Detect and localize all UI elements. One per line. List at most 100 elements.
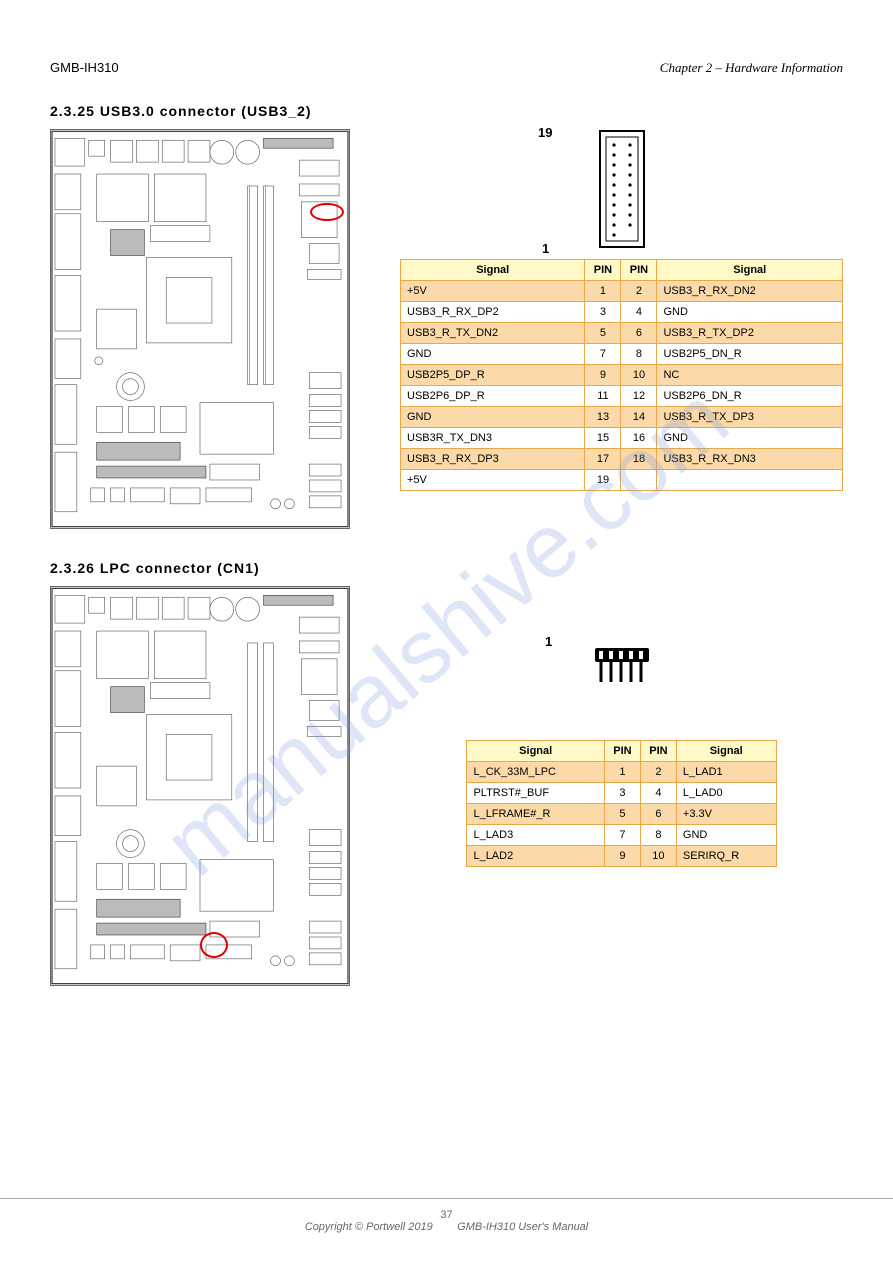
table-cell: L_LAD3 [467, 825, 604, 846]
section-title-lpc: 2.3.26 LPC connector (CN1) [50, 560, 843, 576]
section2-block: 1 SignalPINPINSignal L_CK_33M_LPC12L_LAD… [50, 586, 843, 989]
table-cell: 19 [585, 470, 621, 491]
table-cell: 13 [585, 407, 621, 428]
board-diagram-1 [50, 129, 370, 532]
table-cell: USB2P5_DN_R [657, 344, 843, 365]
col-header: PIN [604, 741, 640, 762]
table-row: GND1314USB3_R_TX_DP3 [401, 407, 843, 428]
table-row: +5V19 [401, 470, 843, 491]
table-cell: USB2P6_DN_R [657, 386, 843, 407]
table-cell: 11 [585, 386, 621, 407]
table-cell: USB3R_TX_DN3 [401, 428, 585, 449]
header-model: GMB-IH310 [50, 60, 119, 75]
col-header: PIN [621, 260, 657, 281]
table-row: L_CK_33M_LPC12L_LAD1 [467, 762, 776, 783]
table-row: GND78USB2P5_DN_R [401, 344, 843, 365]
motherboard-svg-1 [50, 129, 350, 529]
table-cell: 6 [640, 804, 676, 825]
table-row: L_LAD2910SERIRQ_R [467, 846, 776, 867]
table-cell: 4 [640, 783, 676, 804]
table-cell: L_LAD1 [676, 762, 776, 783]
table-cell: 12 [621, 386, 657, 407]
table-cell: SERIRQ_R [676, 846, 776, 867]
table-cell: PLTRST#_BUF [467, 783, 604, 804]
connector-highlight-2 [200, 932, 228, 958]
col-header: Signal [401, 260, 585, 281]
table-cell: 6 [621, 323, 657, 344]
table-cell: NC [657, 365, 843, 386]
table-cell: USB3_R_TX_DP3 [657, 407, 843, 428]
lpc-pinout-table: SignalPINPINSignal L_CK_33M_LPC12L_LAD1P… [466, 740, 776, 867]
table-row: USB3_R_TX_DN256USB3_R_TX_DP2 [401, 323, 843, 344]
motherboard-svg-2 [50, 586, 350, 986]
table-cell: 9 [585, 365, 621, 386]
section1-right: 19 1 Sign [400, 129, 843, 532]
usb3-connector-svg [582, 129, 662, 249]
table-cell: 1 [585, 281, 621, 302]
col-header: PIN [585, 260, 621, 281]
table-cell: 5 [604, 804, 640, 825]
table-cell: L_LFRAME#_R [467, 804, 604, 825]
table-cell: USB3_R_RX_DN3 [657, 449, 843, 470]
table-cell: 8 [621, 344, 657, 365]
table-cell: 17 [585, 449, 621, 470]
table-row: L_LFRAME#_R56+3.3V [467, 804, 776, 825]
col-header: Signal [676, 741, 776, 762]
page-footer: 37 Copyright © Portwell 2019 GMB-IH310 U… [0, 1198, 893, 1233]
table-cell: L_CK_33M_LPC [467, 762, 604, 783]
table-row: USB3_R_RX_DP234GND [401, 302, 843, 323]
table-cell: 7 [604, 825, 640, 846]
col-header: Signal [657, 260, 843, 281]
table-cell: L_LAD2 [467, 846, 604, 867]
table-cell: L_LAD0 [676, 783, 776, 804]
table-cell: 5 [585, 323, 621, 344]
table-cell: 7 [585, 344, 621, 365]
table-cell: 2 [640, 762, 676, 783]
table-cell: +3.3V [676, 804, 776, 825]
table-cell: GND [657, 428, 843, 449]
pin1-label: 1 [542, 241, 549, 256]
table-cell: 10 [621, 365, 657, 386]
page-header: GMB-IH310 Chapter 2 – Hardware Informati… [50, 60, 843, 75]
table-cell: 4 [621, 302, 657, 323]
header-chapter: Chapter 2 – Hardware Information [660, 60, 843, 76]
board-diagram-2 [50, 586, 370, 989]
section1-block: 19 1 Sign [50, 129, 843, 532]
section-title-usb3: 2.3.25 USB3.0 connector (USB3_2) [50, 103, 843, 119]
col-header: PIN [640, 741, 676, 762]
table-row: PLTRST#_BUF34L_LAD0 [467, 783, 776, 804]
table-cell: GND [401, 407, 585, 428]
table-cell: 14 [621, 407, 657, 428]
table-cell: 16 [621, 428, 657, 449]
table-cell: 3 [585, 302, 621, 323]
pin19-label: 19 [538, 125, 552, 140]
table-cell: 9 [604, 846, 640, 867]
table-cell: USB3_R_TX_DP2 [657, 323, 843, 344]
table-cell: GND [401, 344, 585, 365]
table-row: USB2P6_DP_R1112USB2P6_DN_R [401, 386, 843, 407]
manual-name: GMB-IH310 User's Manual [457, 1221, 588, 1233]
pin1-label-lpc: 1 [545, 634, 552, 649]
table-cell: 8 [640, 825, 676, 846]
table-cell [621, 470, 657, 491]
table-cell: GND [676, 825, 776, 846]
table-cell: USB3_R_TX_DN2 [401, 323, 585, 344]
table-cell: 18 [621, 449, 657, 470]
table-row: USB2P5_DP_R910NC [401, 365, 843, 386]
connector-highlight-1 [310, 203, 344, 221]
table-cell: 10 [640, 846, 676, 867]
table-cell: GND [657, 302, 843, 323]
table-cell [657, 470, 843, 491]
table-cell: USB2P5_DP_R [401, 365, 585, 386]
table-cell: USB3_R_RX_DP2 [401, 302, 585, 323]
table-cell: +5V [401, 470, 585, 491]
table-cell: 15 [585, 428, 621, 449]
table-row: L_LAD378GND [467, 825, 776, 846]
usb3-pinout-table: SignalPINPINSignal +5V12USB3_R_RX_DN2USB… [400, 259, 843, 491]
section2-right: 1 SignalPINPINSignal L_CK_33M_LPC12L_LAD… [400, 586, 843, 989]
table-cell: 2 [621, 281, 657, 302]
table-cell: USB2P6_DP_R [401, 386, 585, 407]
table-row: USB3R_TX_DN31516GND [401, 428, 843, 449]
col-header: Signal [467, 741, 604, 762]
copyright-text: Copyright © Portwell 2019 [305, 1221, 433, 1233]
